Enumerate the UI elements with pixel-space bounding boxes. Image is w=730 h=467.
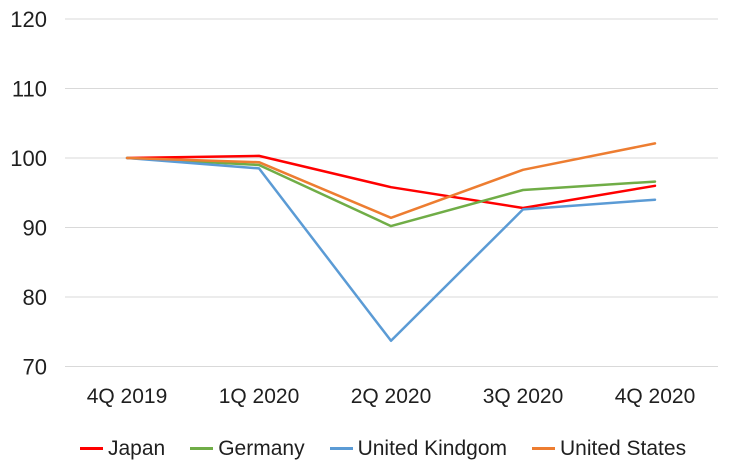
- y-tick-label: 80: [23, 285, 47, 310]
- x-tick-label: 3Q 2020: [483, 385, 564, 408]
- y-tick-label: 110: [12, 77, 47, 102]
- legend-dash-icon: [532, 446, 555, 450]
- x-tick-label: 2Q 2020: [351, 385, 432, 408]
- y-tick-label: 120: [10, 7, 47, 32]
- y-tick-label: 100: [10, 146, 47, 171]
- legend-item-united-states: United States: [532, 438, 686, 459]
- legend-label: United Kindgom: [357, 436, 507, 460]
- legend-dash-icon: [80, 446, 103, 450]
- x-tick-label: 4Q 2019: [87, 385, 168, 408]
- legend-label: United States: [560, 436, 687, 460]
- y-tick-label: 70: [23, 355, 47, 380]
- x-tick-label: 1Q 2020: [219, 385, 300, 408]
- legend-dash-icon: [190, 446, 214, 450]
- plot-area: 120 110 100 90 80 70 4Q 2019 1Q 2020 2Q 2020 3Q 2…: [10, 7, 718, 408]
- series-line-united-kindgom: [125, 156, 657, 343]
- legend-item-japan: Japan: [80, 438, 165, 459]
- series-line-united-states: [125, 142, 657, 220]
- series-line-japan: [125, 154, 657, 210]
- legend-item-united-kindgom: United Kindgom: [329, 436, 507, 460]
- x-tick-label: 4Q 2020: [615, 385, 696, 408]
- legend-dash-icon: [329, 446, 353, 450]
- y-tick-label: 90: [23, 216, 47, 241]
- legend-label: Japan: [108, 436, 166, 460]
- chart-legend: Japan Germany United Kindgom United States: [0, 434, 730, 462]
- legend-item-germany: Germany: [190, 436, 305, 460]
- series-line-germany: [125, 156, 657, 228]
- legend-label: Germany: [218, 436, 305, 460]
